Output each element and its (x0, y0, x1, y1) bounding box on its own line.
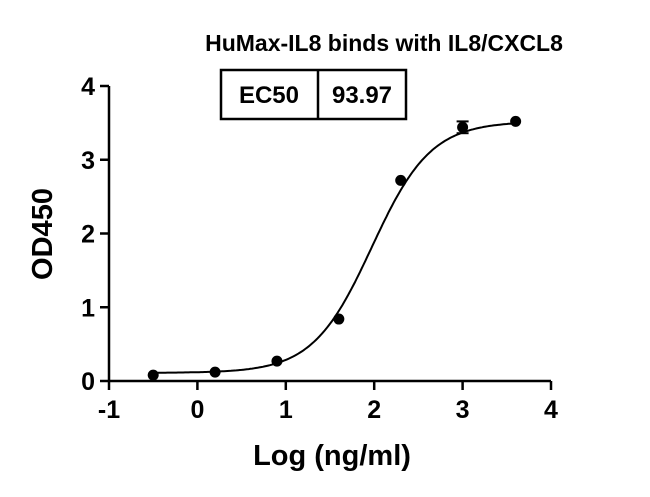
fit-curve (153, 122, 516, 374)
x-tick-label: 1 (279, 396, 293, 424)
x-axis-label: Log (ng/ml) (253, 440, 411, 472)
ec50-label: EC50 (239, 82, 299, 109)
data-point (147, 369, 159, 381)
data-point (510, 115, 522, 127)
data-point (395, 174, 407, 186)
x-tick-label: 4 (544, 396, 558, 424)
data-point (271, 355, 283, 367)
ec50-value: 93.97 (332, 82, 392, 109)
data-point (457, 121, 469, 133)
y-axis: 0 1 2 3 4 (81, 73, 111, 396)
x-axis: -1 0 1 2 3 4 (98, 379, 558, 424)
x-tick-label: 0 (190, 396, 204, 424)
data-point (209, 366, 221, 378)
y-tick-label: 1 (81, 294, 95, 322)
ec50-table-frame (219, 68, 408, 121)
y-tick-label: 4 (81, 73, 95, 101)
y-tick-label: 0 (81, 368, 95, 396)
x-tick-label: -1 (98, 396, 120, 424)
y-axis-label: OD450 (27, 188, 59, 280)
ec50-table: EC50 93.97 (219, 68, 408, 121)
x-tick-label: 2 (367, 396, 381, 424)
data-points (147, 115, 522, 381)
y-tick-label: 3 (81, 147, 95, 175)
x-tick-label: 3 (456, 396, 470, 424)
chart-title: HuMax-IL8 binds with IL8/CXCL8 (205, 30, 563, 56)
data-point (333, 313, 345, 325)
y-tick-label: 2 (81, 221, 95, 249)
